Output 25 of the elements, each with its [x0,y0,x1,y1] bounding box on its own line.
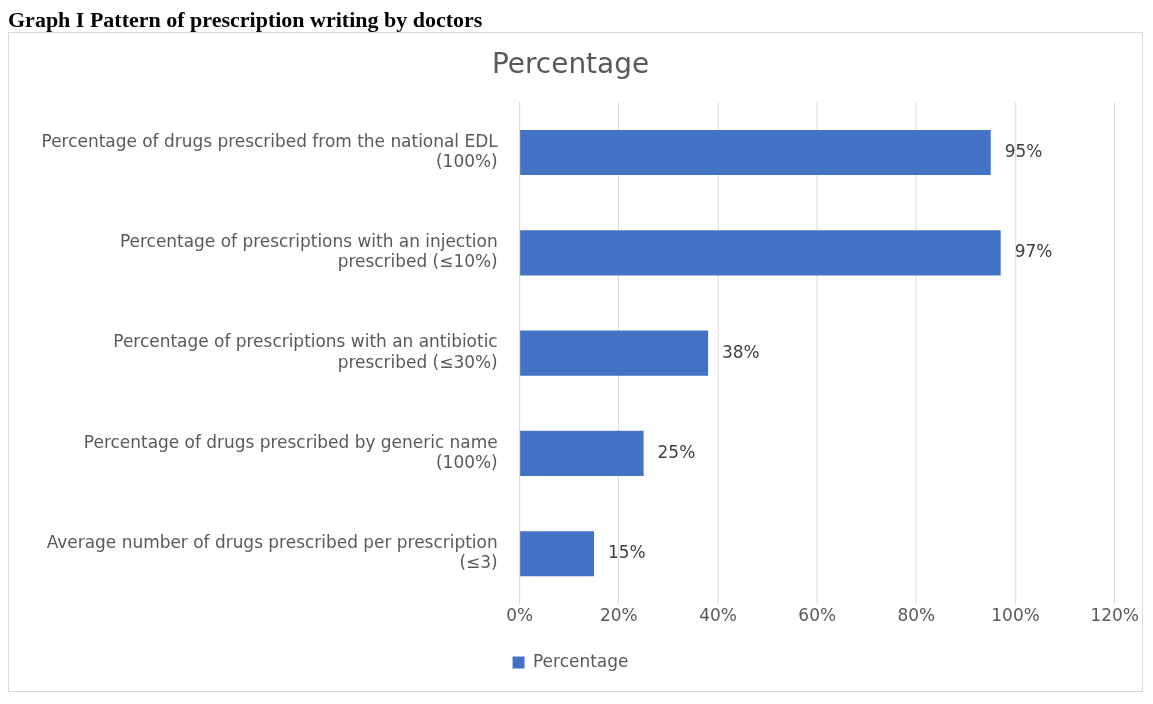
x-tick-label: 100% [991,605,1040,626]
y-tick-label: Percentage of prescriptions with an injection prescribed (≤10%) [119,231,498,272]
bar [520,430,644,476]
x-tick-label: 40% [699,605,737,626]
data-label: 95% [1004,140,1043,161]
x-tick-label: 0% [506,605,534,626]
y-tick-label: Percentage of prescriptions with an antibiotic prescribed (≤30%) [113,331,498,372]
text: Graph I Pattern of prescription writing by doctors [8,7,484,32]
y-tick-label: Average number of drugs prescribed per prescription (≤3) [46,531,498,573]
bar [520,531,595,577]
x-tick-label: 60% [798,605,837,626]
bar [520,230,1001,276]
x-tick-label: 20% [599,605,638,626]
legend-label: Percentage [533,651,629,671]
data-label: 15% [607,542,646,563]
data-label: 38% [722,341,760,362]
y-tick-label: Percentage of drugs prescribed by generic name (100%) [83,431,498,472]
bar [520,129,991,176]
x-tick-label: 80% [897,605,936,626]
chart-title: Percentage [491,46,650,80]
data-label: 25% [657,441,696,462]
y-tick-label: Percentage of drugs prescribed from the national EDL (100%) [41,130,499,172]
x-tick-label: 120% [1090,605,1139,626]
bar [520,330,709,376]
data-label: 97% [1014,241,1053,262]
